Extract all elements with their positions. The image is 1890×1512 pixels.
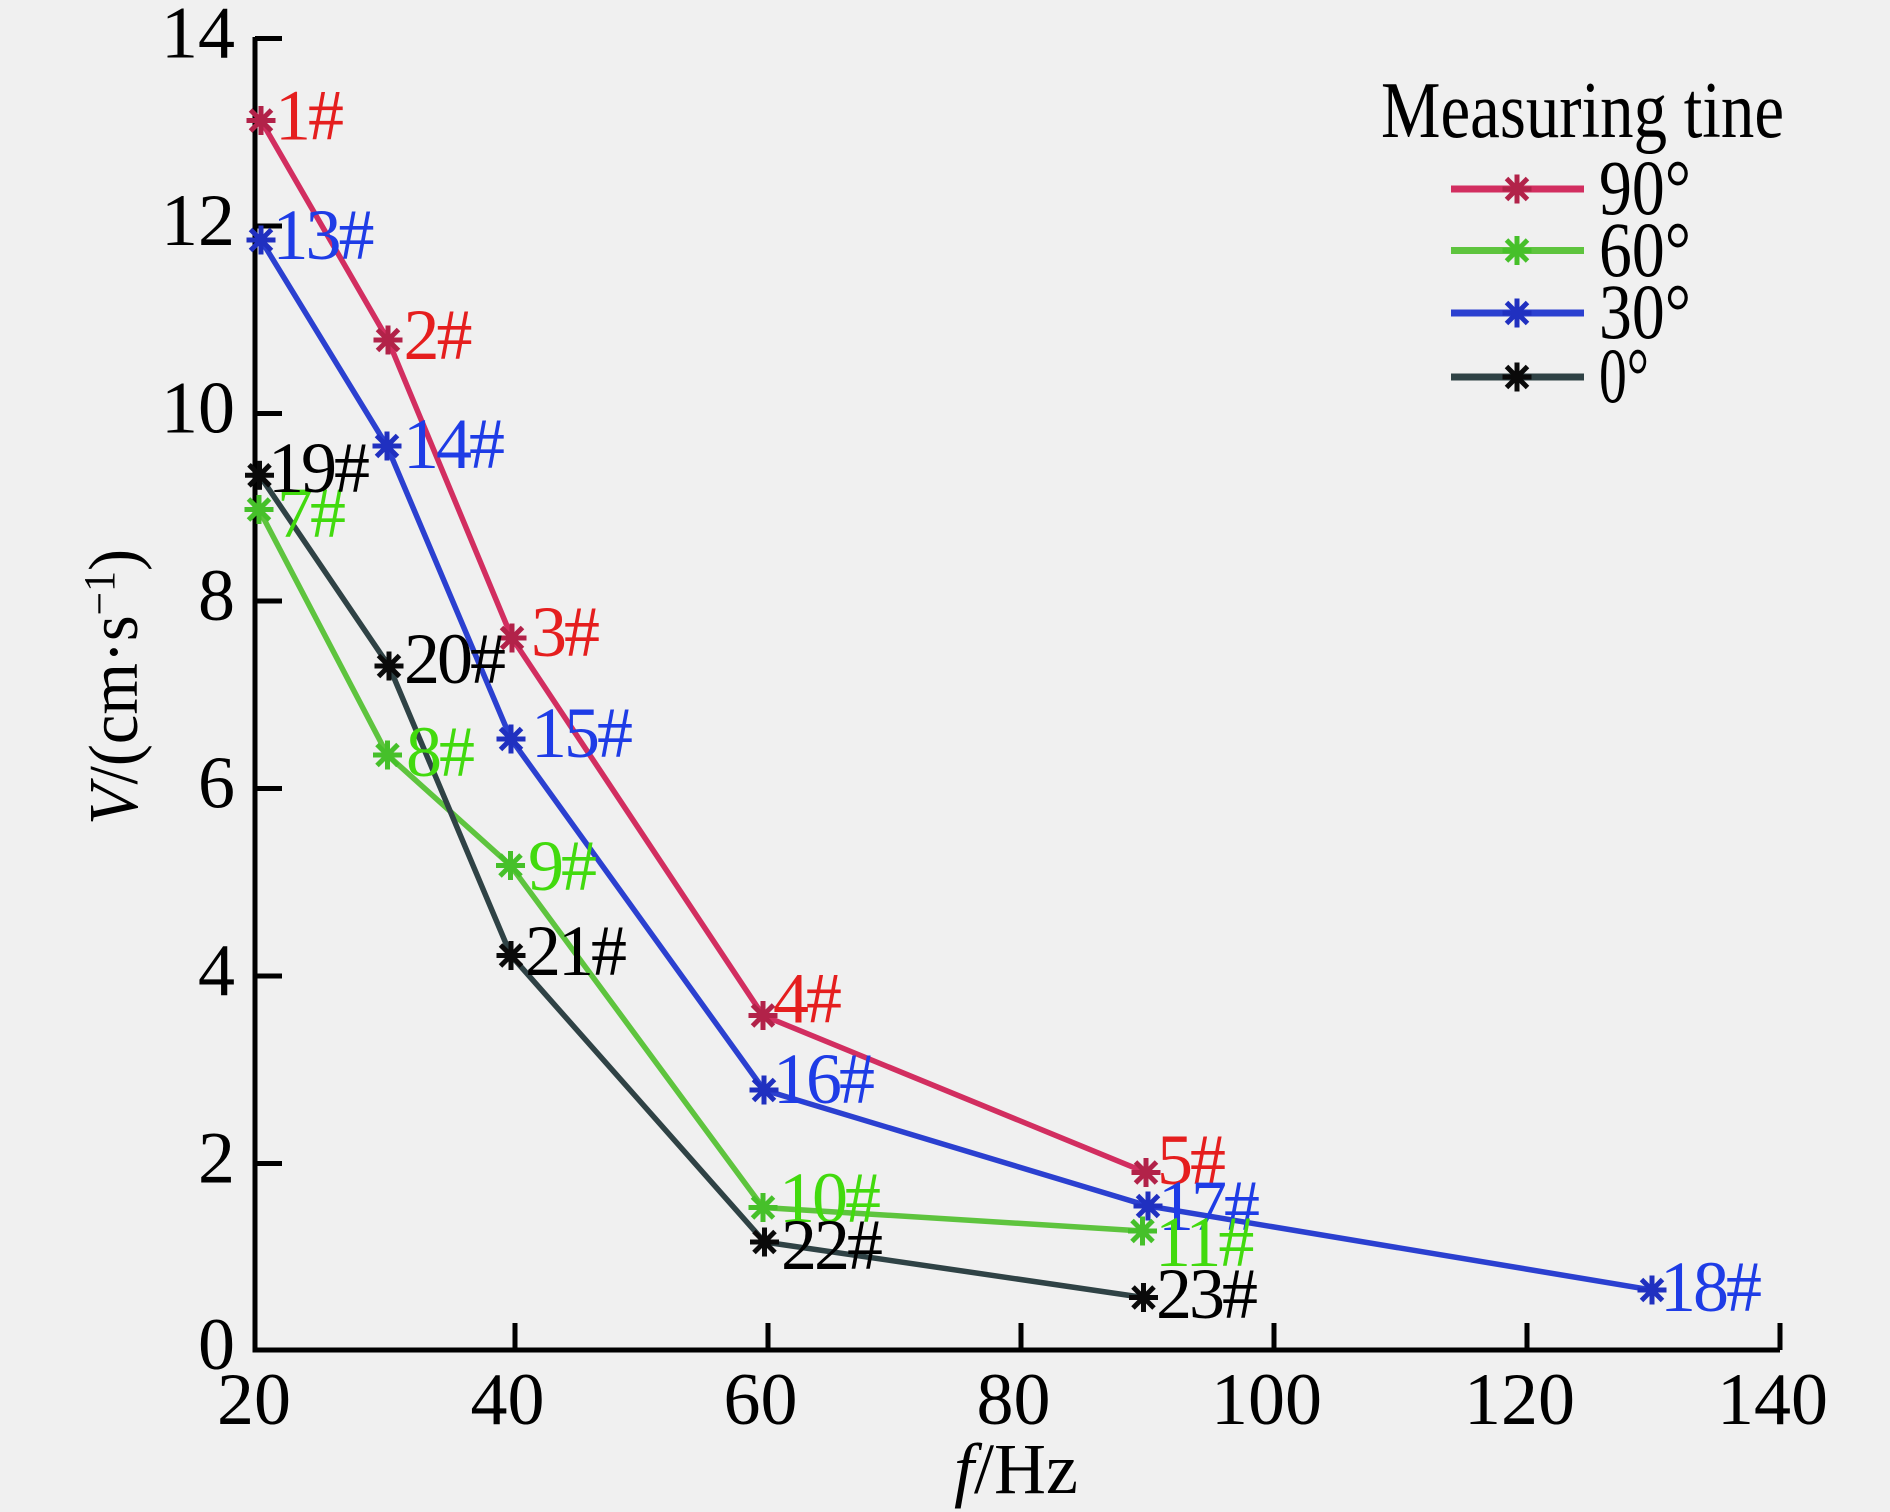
svg-text:10#: 10# (779, 1158, 880, 1238)
svg-text:0°: 0° (1599, 332, 1649, 419)
svg-text:60°: 60° (1599, 206, 1691, 293)
svg-text:20#: 20# (404, 619, 505, 699)
svg-text:15#: 15# (531, 693, 632, 773)
svg-text:6: 6 (198, 743, 235, 825)
svg-text:2: 2 (198, 1118, 235, 1200)
svg-text:1#: 1# (275, 76, 343, 156)
svg-text:4: 4 (198, 930, 235, 1012)
svg-text:9#: 9# (528, 826, 596, 906)
svg-text:12: 12 (161, 180, 235, 262)
svg-text:21#: 21# (525, 911, 626, 991)
svg-text:17#: 17# (1158, 1166, 1259, 1246)
svg-text:140: 140 (1717, 1359, 1828, 1441)
svg-text:19#: 19# (268, 428, 369, 508)
svg-text:90°: 90° (1599, 144, 1691, 231)
svg-text:8: 8 (198, 555, 235, 637)
svg-text:30°: 30° (1599, 268, 1691, 355)
svg-text:10: 10 (161, 368, 235, 450)
svg-text:16#: 16# (773, 1039, 874, 1119)
svg-text:23#: 23# (1156, 1254, 1257, 1334)
svg-text:80: 80 (977, 1359, 1051, 1441)
svg-text:100: 100 (1211, 1359, 1322, 1441)
svg-text:f/Hz: f/Hz (954, 1429, 1078, 1509)
svg-text:8#: 8# (406, 712, 474, 792)
svg-text:40: 40 (471, 1359, 545, 1441)
svg-text:11#: 11# (1155, 1202, 1253, 1282)
svg-text:120: 120 (1464, 1359, 1575, 1441)
svg-text:18#: 18# (1660, 1247, 1761, 1327)
svg-text:14#: 14# (403, 404, 504, 484)
svg-text:20: 20 (217, 1359, 291, 1441)
svg-text:7#: 7# (277, 473, 345, 553)
svg-text:2#: 2# (404, 295, 472, 375)
svg-text:5#: 5# (1157, 1120, 1225, 1200)
svg-text:Measuring tine: Measuring tine (1381, 67, 1784, 155)
svg-text:22#: 22# (781, 1205, 882, 1285)
svg-text:4#: 4# (773, 959, 841, 1039)
svg-text:60: 60 (724, 1359, 798, 1441)
svg-text:13#: 13# (273, 195, 374, 275)
svg-text:3#: 3# (531, 592, 599, 672)
svg-text:14: 14 (161, 0, 235, 75)
svg-text:0: 0 (198, 1304, 235, 1386)
